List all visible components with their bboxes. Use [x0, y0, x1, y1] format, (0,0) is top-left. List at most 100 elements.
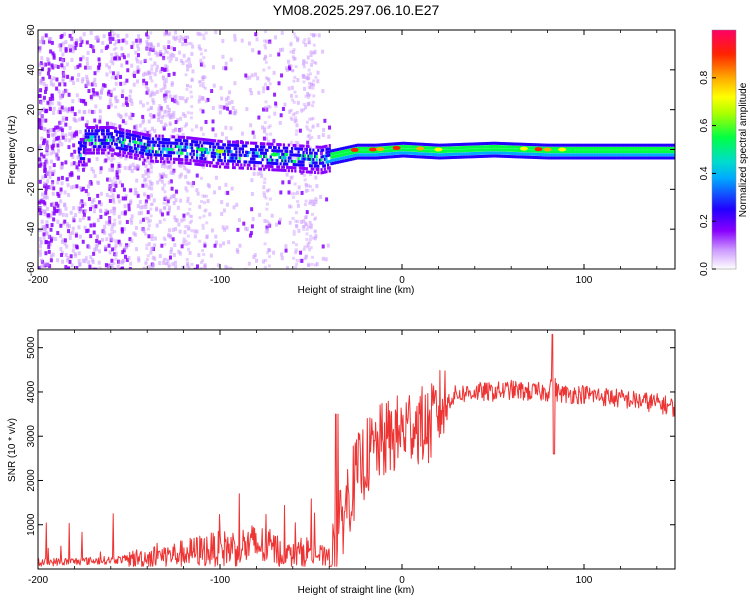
- heatmap-cell: [55, 86, 59, 91]
- heatmap-cell: [98, 62, 102, 67]
- heatmap-cell: [574, 156, 577, 160]
- colorbar-axes: 0.00.20.40.60.8: [699, 29, 737, 276]
- heatmap-cell: [584, 143, 587, 147]
- heatmap-cell: [297, 150, 300, 154]
- heatmap-cell: [108, 264, 112, 268]
- colorbar-label: Normalized spectral amplitude: [738, 82, 749, 217]
- heatmap-cell: [295, 224, 299, 229]
- heatmap-hotspot: [519, 146, 528, 151]
- heatmap-cell: [50, 202, 54, 207]
- heatmap-cell: [551, 150, 554, 154]
- heatmap-cell: [77, 262, 81, 267]
- heatmap-cell: [101, 40, 105, 45]
- heatmap-cell: [168, 160, 171, 164]
- heatmap-cell: [584, 150, 587, 154]
- heatmap-cell: [120, 134, 123, 138]
- heatmap-cell: [159, 141, 163, 145]
- heatmap-cell: [174, 99, 178, 104]
- heatmap-cell: [213, 155, 217, 159]
- heatmap-cell: [394, 142, 397, 146]
- heatmap-cell: [251, 151, 254, 155]
- heatmap-cell: [353, 144, 356, 148]
- heatmap-cell: [433, 153, 436, 157]
- heatmap-cell: [523, 149, 526, 153]
- heatmap-cell: [130, 149, 133, 153]
- heatmap-cell: [61, 115, 65, 120]
- heatmap-cell: [143, 133, 146, 137]
- heatmap-cell: [384, 155, 387, 159]
- heatmap-cell: [52, 211, 56, 216]
- heatmap-cell: [164, 67, 168, 72]
- heatmap-cell: [279, 162, 282, 166]
- heatmap-cell: [210, 89, 214, 94]
- heatmap-cell: [149, 203, 153, 207]
- heatmap-cell: [644, 143, 647, 147]
- heatmap-cell: [160, 163, 164, 168]
- heatmap-cell: [191, 143, 194, 147]
- heatmap-cell: [44, 251, 48, 256]
- heatmap-cell: [306, 102, 310, 107]
- heatmap-cell: [82, 141, 86, 145]
- heatmap-cell: [321, 89, 325, 94]
- heatmap-cell: [68, 106, 72, 111]
- heatmap-cell: [348, 148, 351, 152]
- heatmap-cell: [222, 241, 226, 246]
- heatmap-cell: [265, 228, 269, 232]
- heatmap-cell: [302, 267, 306, 269]
- heatmap-cell: [654, 150, 657, 154]
- heatmap-cell: [138, 200, 142, 205]
- heatmap-cell: [108, 198, 112, 203]
- heatmap-cell: [77, 206, 81, 211]
- heatmap-cell: [203, 241, 207, 245]
- heatmap-cell: [52, 217, 56, 222]
- heatmap-cell: [125, 60, 129, 65]
- heatmap-cell: [115, 146, 118, 150]
- heatmap-cell: [210, 161, 213, 165]
- heatmap-cell: [115, 170, 119, 175]
- heatmap-cell: [190, 105, 194, 109]
- heatmap-cell: [176, 101, 180, 106]
- heatmap-cell: [659, 153, 662, 157]
- heatmap-cell: [328, 166, 331, 170]
- heatmap-cell: [384, 152, 387, 156]
- heatmap-cell: [38, 266, 42, 269]
- heatmap-cell: [158, 69, 162, 74]
- heatmap-cell: [74, 41, 78, 46]
- heatmap-cell: [162, 206, 166, 210]
- heatmap-cell: [320, 145, 323, 149]
- heatmap-cell: [513, 155, 516, 159]
- heatmap-cell: [128, 166, 132, 171]
- heatmap-cell: [600, 150, 603, 154]
- heatmap-cell: [68, 33, 72, 38]
- heatmap-cell: [566, 146, 569, 150]
- heatmap-cell: [293, 192, 297, 196]
- heatmap-cell: [425, 155, 428, 159]
- heatmap-cell: [172, 71, 176, 76]
- heatmap-cell: [358, 146, 361, 150]
- heatmap-cell: [512, 145, 515, 149]
- heatmap-cell: [272, 70, 276, 75]
- heatmap-cell: [38, 125, 42, 130]
- heatmap-cell: [135, 140, 138, 144]
- heatmap-cell: [266, 223, 270, 227]
- heatmap-cell: [112, 211, 116, 216]
- heatmap-cell: [269, 158, 272, 162]
- heatmap-cell: [402, 151, 405, 155]
- heatmap-cell: [277, 165, 281, 169]
- heatmap-cell: [284, 168, 287, 172]
- heatmap-cell: [556, 150, 559, 154]
- heatmap-cell: [169, 134, 173, 139]
- heatmap-cell: [286, 149, 289, 153]
- heatmap-cell: [120, 229, 124, 234]
- heatmap-cell: [80, 39, 84, 44]
- heatmap-cell: [55, 136, 59, 141]
- heatmap-cell: [649, 143, 652, 147]
- heatmap-cell: [304, 105, 308, 110]
- heatmap-cell: [146, 146, 150, 150]
- heatmap-cell: [146, 156, 150, 160]
- heatmap-cell: [113, 140, 117, 144]
- heatmap-cell: [94, 135, 97, 139]
- heatmap-cell: [78, 150, 81, 154]
- heatmap-cell: [84, 65, 88, 70]
- heatmap-cell: [451, 152, 454, 156]
